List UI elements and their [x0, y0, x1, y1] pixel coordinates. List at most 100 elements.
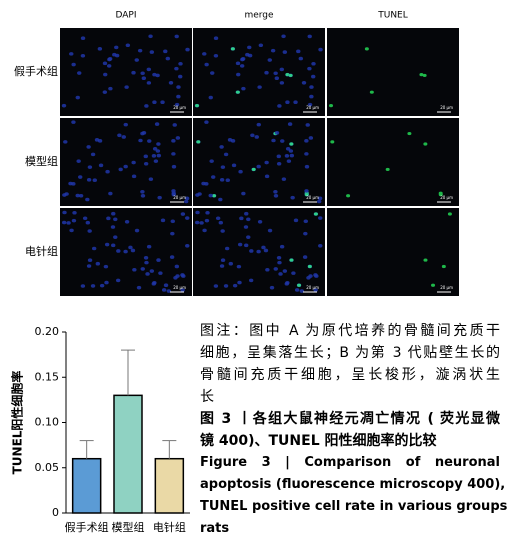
- nucleus: [223, 284, 229, 288]
- nucleus: [220, 229, 225, 233]
- nucleus: [85, 197, 90, 202]
- nucleus: [277, 260, 282, 265]
- nucleus: [256, 249, 261, 254]
- nucleus: [170, 231, 175, 236]
- nucleus: [219, 178, 225, 182]
- nucleus: [273, 193, 279, 198]
- nucleus: [224, 246, 230, 251]
- nucleus: [299, 289, 305, 293]
- nucleus: [180, 212, 186, 216]
- tunel-cell: [289, 142, 294, 146]
- tunel-cell: [196, 140, 201, 144]
- nucleus: [149, 50, 155, 54]
- nucleus: [71, 182, 76, 186]
- nucleus: [220, 258, 226, 263]
- nucleus: [141, 76, 147, 80]
- nucleus: [153, 159, 159, 163]
- nucleus: [247, 45, 252, 50]
- nucleus: [296, 49, 301, 54]
- scale-bar-label: 20 μm: [306, 105, 319, 110]
- nucleus: [141, 131, 147, 135]
- nucleus: [267, 58, 272, 62]
- nucleus: [235, 61, 241, 66]
- nucleus: [124, 219, 130, 224]
- caption-line: 长: [200, 389, 214, 405]
- nucleus: [282, 269, 288, 273]
- nucleus: [213, 36, 219, 41]
- nucleus: [160, 218, 166, 223]
- nucleus: [171, 164, 177, 169]
- nucleus: [144, 104, 149, 108]
- nucleus: [244, 211, 249, 216]
- nucleus: [91, 246, 97, 251]
- tunel-cell: [346, 194, 351, 198]
- nucleus: [145, 272, 150, 276]
- nucleus: [86, 145, 91, 149]
- nucleus: [163, 283, 169, 288]
- caption-line: 镜 400)、TUNEL 阳性细胞率的比较: [200, 433, 437, 449]
- nucleus: [271, 138, 276, 143]
- scale-bar-label: 20 μm: [440, 195, 453, 200]
- nucleus: [171, 192, 176, 197]
- scale-bar-label: 20 μm: [440, 105, 453, 110]
- nucleus: [175, 136, 181, 140]
- nucleus: [90, 152, 96, 157]
- nucleus: [280, 139, 285, 143]
- tunel-cell: [313, 212, 318, 216]
- nucleus: [140, 71, 145, 76]
- nucleus: [176, 94, 181, 99]
- bar: [154, 457, 185, 514]
- nucleus: [125, 43, 131, 48]
- nucleus: [128, 245, 133, 250]
- nucleus: [97, 139, 103, 143]
- nucleus: [241, 191, 246, 196]
- nucleus: [231, 163, 237, 168]
- caption-line: apoptosis (fluorescence microscopy 400),: [200, 477, 506, 492]
- x-tick-label: 电针组: [153, 520, 186, 534]
- nucleus: [303, 231, 308, 236]
- nucleus: [303, 219, 308, 224]
- nucleus: [285, 280, 290, 285]
- nucleus: [176, 85, 181, 89]
- nucleus: [239, 216, 244, 221]
- nucleus: [124, 85, 129, 89]
- nucleus: [80, 54, 86, 58]
- nucleus: [174, 102, 180, 107]
- column-header: merge: [244, 11, 274, 21]
- nucleus: [64, 192, 69, 196]
- caption-line: 图 3 丨各组大鼠神经元凋亡情况 ( 荧光显微: [200, 411, 500, 427]
- row-label: 电针组: [25, 244, 58, 258]
- nucleus: [284, 154, 290, 158]
- nucleus: [282, 50, 288, 54]
- nucleus: [85, 220, 91, 225]
- tunel-cell: [235, 90, 240, 94]
- nucleus: [87, 165, 93, 169]
- nucleus: [213, 284, 219, 288]
- nucleus: [146, 81, 152, 85]
- nucleus: [298, 56, 304, 61]
- y-axis-label: TUNEL阳性细胞率: [10, 371, 25, 475]
- nucleus: [316, 199, 322, 204]
- nucleus: [220, 165, 226, 169]
- nucleus: [102, 90, 108, 94]
- nucleus: [131, 160, 136, 165]
- nucleus: [257, 85, 262, 89]
- tunel-cell: [289, 258, 294, 262]
- nucleus: [171, 139, 176, 143]
- nucleus: [270, 48, 276, 53]
- nucleus: [114, 45, 119, 50]
- nucleus: [273, 189, 278, 194]
- nucleus: [173, 275, 178, 280]
- nucleus: [317, 196, 323, 201]
- nucleus: [102, 61, 108, 66]
- nucleus: [151, 154, 157, 158]
- nucleus: [208, 193, 213, 198]
- nucleus: [156, 142, 161, 146]
- nucleus: [132, 267, 137, 272]
- nucleus: [185, 244, 190, 248]
- nucleus: [279, 81, 285, 85]
- nucleus: [204, 120, 209, 124]
- nucleus: [155, 149, 161, 153]
- nucleus: [307, 102, 313, 107]
- nucleus: [130, 248, 136, 253]
